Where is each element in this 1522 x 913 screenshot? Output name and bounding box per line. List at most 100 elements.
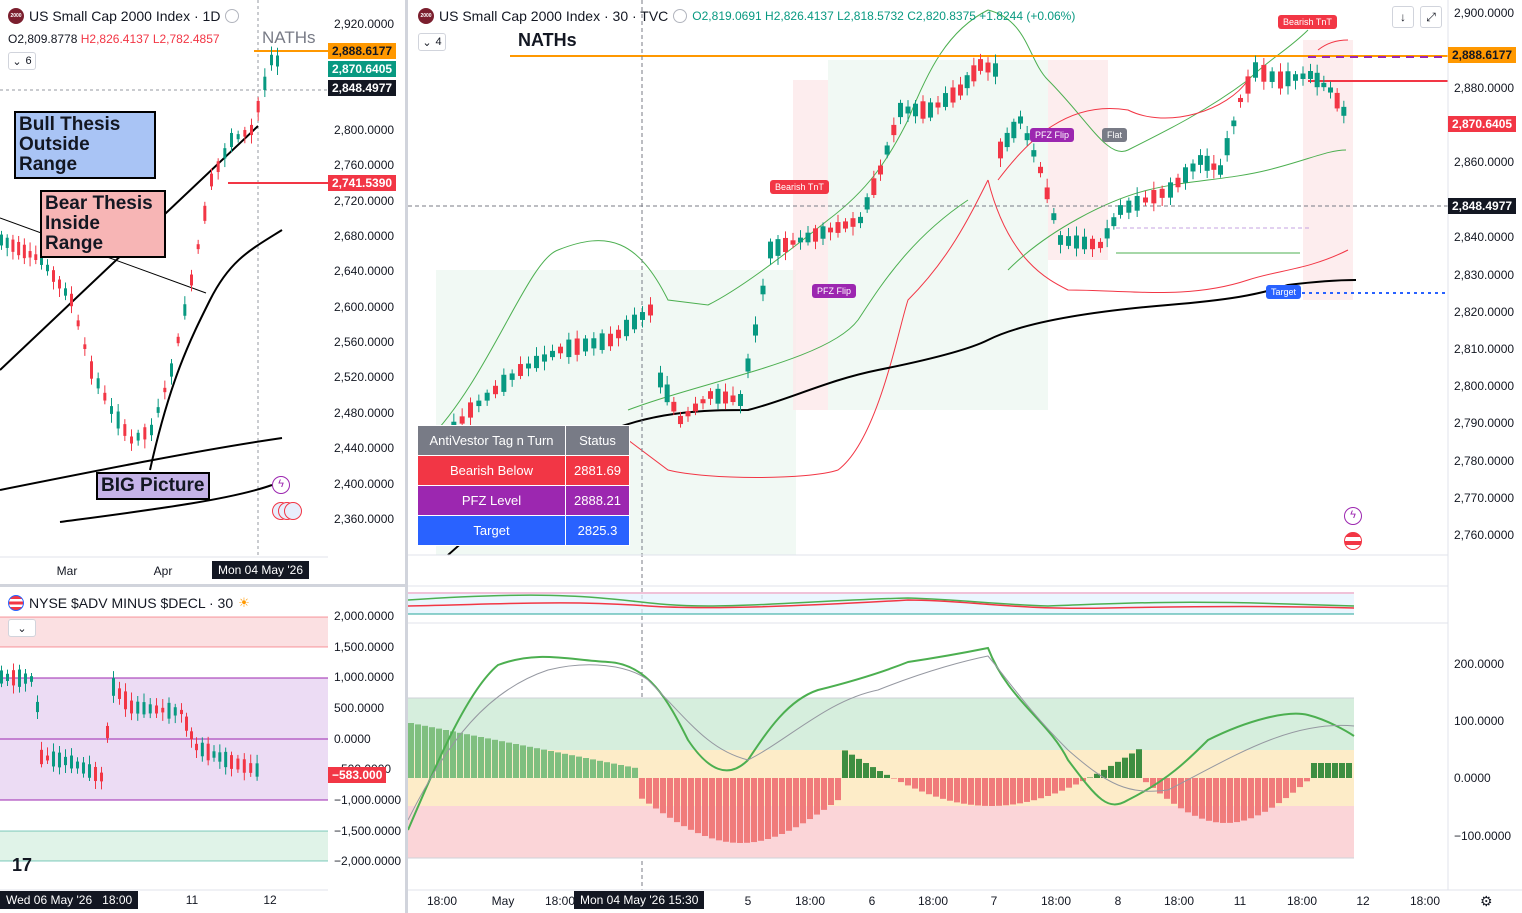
flat-signal[interactable]: Flat (1102, 128, 1128, 142)
candle (255, 763, 259, 777)
us-flag-events-icon[interactable] (1344, 532, 1362, 550)
candle (583, 338, 588, 352)
y-tick-label: 0.0000 (334, 732, 371, 746)
histogram-bar (702, 778, 708, 836)
x-tick-label: 5 (744, 894, 752, 908)
histogram-bar (429, 727, 435, 778)
adv-x-crosshair: Wed 06 May '26 18:00 (0, 891, 139, 909)
candle (558, 346, 563, 354)
target-signal[interactable]: Target (1266, 285, 1302, 299)
candle (28, 251, 32, 258)
main-last-tag: 2,870.6405 (1448, 116, 1517, 132)
histogram-bar (492, 739, 498, 778)
adv-decl-canvas[interactable] (0, 587, 405, 913)
candle (950, 87, 956, 103)
main-chart-pane[interactable]: 2000 US Small Cap 2000 Index · 30 · TVC … (408, 0, 1522, 913)
lightning-icon[interactable]: ϟ (1344, 507, 1362, 525)
histogram-bar (1024, 778, 1030, 802)
candle (534, 355, 539, 369)
candle (1231, 120, 1237, 127)
horizontal-splitter[interactable] (0, 584, 405, 587)
bull-thesis-annotation[interactable]: Bull Thesis Outside Range (14, 111, 156, 179)
main-price-axis[interactable]: 2,900.0000 2,880.0000 2,860.0000 2,840.0000… (1448, 0, 1522, 555)
histogram-bar (1255, 778, 1261, 816)
y-tick-label: 2,780.0000 (1454, 454, 1515, 468)
candle (1134, 195, 1140, 211)
candle (1211, 163, 1217, 170)
candle (230, 132, 233, 148)
main-indicators-collapse[interactable]: ⌄ 4 (418, 33, 446, 51)
y-tick-label: 2,820.0000 (1454, 305, 1515, 319)
histogram-bar (1066, 778, 1072, 788)
y-tick-label: 2,000.0000 (334, 609, 395, 623)
pfz-flip-signal-2[interactable]: PFZ Flip (1030, 128, 1075, 142)
histogram-bar (779, 778, 785, 834)
arrow-down-icon[interactable]: ↓ (1392, 6, 1414, 28)
histogram-bar (891, 778, 897, 779)
settings-gear-icon[interactable]: ⚙ (1480, 893, 1493, 909)
histogram-bar (674, 778, 680, 823)
histogram-bar (611, 763, 617, 778)
adv-decl-chart-pane[interactable]: NYSE $ADV MINUS $DECL · 30 ☀ ⌄ 2,000.000… (0, 587, 405, 913)
candle (1334, 92, 1340, 109)
candle (850, 218, 856, 227)
adv-price-axis[interactable]: 2,000.0000 1,500.0000 1,000.0000 500.0000 0.… (328, 587, 405, 890)
candle (223, 148, 227, 159)
histogram-bar (1304, 778, 1310, 782)
us-flag-events-icon[interactable] (272, 502, 302, 520)
big-picture-annotation[interactable]: BIG Picture (96, 472, 210, 500)
histogram-bar (849, 754, 855, 778)
candle (161, 707, 165, 713)
candle (1190, 163, 1196, 172)
histogram-bar (478, 737, 484, 778)
bear-thesis-annotation[interactable]: Bear Thesis Inside Range (40, 190, 166, 258)
x-tick-label: 18:00 (1409, 894, 1441, 908)
adv-collapse-button[interactable]: ⌄ (8, 619, 36, 637)
histogram-bar (1052, 778, 1058, 794)
candle (1198, 155, 1203, 165)
candle (878, 165, 883, 175)
candle (768, 241, 773, 259)
candle (12, 670, 15, 686)
candle (648, 304, 653, 316)
histogram-bar (632, 767, 638, 778)
candle (0, 670, 3, 684)
indicators-collapse-button[interactable]: ⌄ 6 (8, 52, 36, 70)
candle (738, 394, 743, 406)
bearish-tnt-signal-2[interactable]: Bearish TnT (1278, 15, 1337, 29)
histogram-bar (1297, 778, 1303, 788)
vertical-splitter[interactable] (405, 0, 408, 913)
candle (820, 226, 826, 239)
candle (1058, 235, 1063, 245)
main-chart-title[interactable]: US Small Cap 2000 Index · 30 · TVC (439, 8, 669, 24)
candle (64, 756, 67, 766)
candle (110, 406, 113, 414)
histogram-bar (464, 734, 470, 778)
candle (1031, 150, 1037, 157)
x-tick-label: 12 (1356, 894, 1370, 908)
eye-icon[interactable] (673, 9, 688, 23)
candle (608, 333, 613, 347)
candle (723, 391, 728, 404)
histogram-bar (947, 778, 953, 801)
lightning-icon[interactable]: ϟ (272, 476, 290, 494)
candle (112, 678, 115, 696)
candle (24, 673, 27, 684)
candle (30, 676, 33, 682)
market-status-icon[interactable]: ☀ (238, 595, 250, 610)
candle (52, 270, 55, 282)
maximize-icon[interactable]: ⤢ (1420, 6, 1442, 28)
y-tick-label: −100.0000 (1454, 829, 1512, 843)
main-chart-canvas[interactable] (408, 0, 1522, 913)
y-tick-label: 2,840.0000 (1454, 230, 1515, 244)
bearish-tnt-signal[interactable]: Bearish TnT (770, 180, 829, 194)
main-time-axis[interactable]: 18:00 May 18:00 5 18:00 6 18:00 7 18:00 8 18:00 11 1… (408, 890, 1448, 913)
pfz-flip-signal[interactable]: PFZ Flip (812, 284, 857, 298)
y-tick-label: 2,800.0000 (1454, 379, 1515, 393)
daily-chart-title[interactable]: US Small Cap 2000 Index · 1D (29, 8, 221, 24)
oscillator-axis[interactable]: 200.0000 100.0000 0.0000 −100.0000 (1448, 623, 1522, 890)
adv-decl-title[interactable]: NYSE $ADV MINUS $DECL · 30 (29, 595, 234, 611)
candle (1090, 238, 1095, 250)
daily-chart-pane[interactable]: 2000 US Small Cap 2000 Index · 1D O2,809… (0, 0, 405, 584)
eye-icon[interactable] (225, 9, 240, 23)
